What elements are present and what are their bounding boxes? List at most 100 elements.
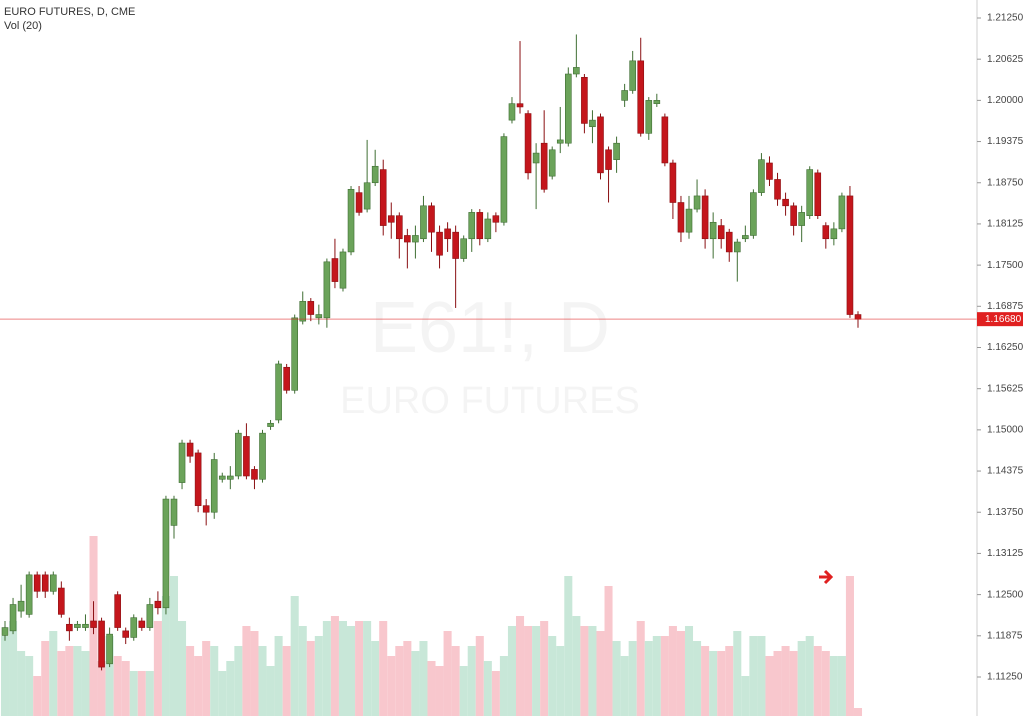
volume-bar: [0, 636, 10, 716]
volume-legend: Vol (20): [4, 20, 42, 32]
candle-body: [548, 149, 556, 177]
candle-body: [693, 195, 701, 210]
volume-bar: [556, 646, 565, 716]
volume-bar: [81, 651, 90, 716]
candle-body: [460, 238, 467, 259]
volume-bar: [41, 641, 50, 716]
y-tick-label: 1.13125: [987, 548, 1023, 559]
volume-bar: [194, 656, 203, 716]
candle-body: [17, 600, 25, 612]
candle-body: [685, 208, 693, 233]
volume-bar: [524, 626, 533, 716]
candle-body: [524, 113, 532, 174]
candle-body: [49, 574, 57, 592]
volume-bar: [121, 661, 130, 716]
candle-body: [774, 179, 781, 200]
candle-body: [170, 498, 178, 526]
volume-bar: [540, 621, 549, 716]
candle-body: [758, 159, 765, 193]
candle-body: [202, 505, 210, 513]
volume-bar: [427, 661, 436, 716]
candle-body: [798, 212, 805, 226]
volume-bar: [805, 636, 814, 716]
volume-bar: [33, 676, 42, 716]
candle-body: [90, 620, 97, 628]
last-price-box: [977, 312, 1023, 327]
candle-body: [122, 630, 130, 638]
candle-body: [790, 205, 797, 226]
candle-body: [669, 162, 677, 203]
volume-bar: [322, 621, 331, 716]
candle-body: [98, 620, 105, 668]
price-axis: 1.21250 1.20625 1.20000 1.19375 1.18750 1.181…: [977, 13, 1023, 683]
candle-body: [725, 231, 733, 253]
y-tick-label: 1.16875: [987, 301, 1023, 312]
candle-body: [275, 363, 282, 421]
candle-body: [597, 116, 604, 174]
candle-body: [645, 100, 653, 134]
volume-bar: [709, 651, 718, 716]
candle-body: [66, 623, 73, 632]
volume-bar: [644, 641, 653, 716]
volume-bar: [298, 626, 307, 716]
volume-bar: [314, 636, 323, 716]
candle-body: [589, 119, 596, 128]
volume-bar: [403, 641, 412, 716]
volume-bar: [693, 641, 702, 716]
candle-body: [41, 574, 49, 592]
candle-body: [653, 100, 661, 104]
volume-bar: [773, 651, 782, 716]
volume-bar: [73, 646, 82, 716]
volume-bar: [507, 626, 516, 716]
candle-body: [661, 116, 669, 164]
candle-body: [162, 498, 170, 609]
candle-body: [363, 182, 371, 210]
candle-body: [846, 195, 854, 315]
candle-body: [251, 469, 258, 480]
candle-body: [146, 604, 154, 628]
volume-bar: [330, 616, 339, 716]
candle-body: [210, 459, 218, 513]
volume-bar: [483, 661, 492, 716]
volume-bar: [379, 621, 388, 716]
volume-bar: [202, 641, 211, 716]
volume-bar: [813, 646, 822, 716]
candle-body: [605, 149, 612, 170]
y-tick-label: 1.19375: [987, 136, 1023, 147]
candle-body: [532, 152, 540, 164]
candle-body: [436, 231, 443, 256]
volume-bar: [137, 671, 146, 716]
candle-body: [412, 235, 419, 243]
volume-bar: [186, 646, 195, 716]
candle-body: [299, 301, 307, 322]
volume-bar: [451, 646, 460, 716]
candle-body: [33, 574, 41, 592]
y-tick-label: 1.15000: [987, 425, 1023, 436]
candle-body: [9, 604, 17, 632]
candle-body: [782, 198, 789, 207]
volume-bar: [210, 646, 219, 716]
candle-body: [733, 241, 741, 253]
volume-bar: [105, 636, 114, 716]
candle-body: [613, 142, 620, 160]
candle-body: [323, 261, 331, 319]
candle-body: [806, 169, 814, 216]
candle-body: [838, 195, 846, 230]
candle-body: [428, 205, 435, 233]
watermark-symbol: E61!, D: [370, 288, 610, 368]
candle-body: [677, 202, 685, 233]
y-tick-label: 1.14375: [987, 466, 1023, 477]
candle-body: [573, 67, 580, 75]
volume-bar: [9, 621, 18, 716]
volume-bar: [580, 626, 589, 716]
volume-bar: [161, 596, 170, 716]
volume-bar: [274, 636, 283, 716]
volume-bar: [765, 656, 774, 716]
volume-bar: [684, 626, 694, 716]
volume-bar: [363, 621, 372, 716]
candle-body: [396, 215, 403, 240]
candle-body: [484, 218, 492, 240]
candle-body: [637, 60, 645, 134]
candle-body: [371, 165, 379, 184]
